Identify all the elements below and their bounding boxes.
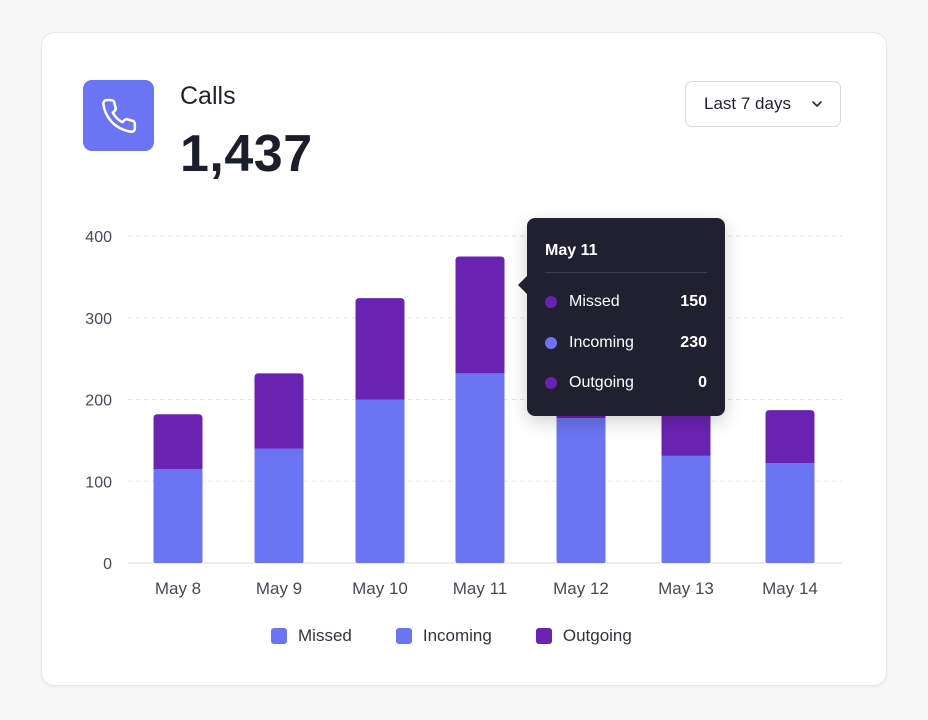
x-tick-label: May 13 (658, 579, 714, 598)
y-tick-label: 300 (85, 311, 112, 328)
x-tick-label: May 12 (553, 579, 609, 598)
legend-swatch-incoming (395, 628, 412, 644)
chevron-down-icon (812, 101, 822, 107)
tooltip-row-missed: Missed 150 (545, 293, 707, 311)
y-tick-label: 400 (85, 229, 112, 246)
phone-icon (101, 98, 136, 133)
bar-incoming (455, 373, 505, 563)
y-tick-label: 0 (103, 556, 112, 573)
chart-tooltip: May 11 Missed 150 Incoming 230 Outgoing … (518, 218, 725, 416)
legend-item-outgoing[interactable]: Outgoing (535, 626, 632, 646)
date-range-label: Last 7 days (704, 94, 791, 113)
bar-incoming (556, 418, 606, 563)
legend-label-missed: Missed (298, 626, 352, 645)
tooltip-dot-outgoing (545, 377, 557, 389)
tooltip-value-outgoing: 0 (698, 374, 707, 391)
legend-label-incoming: Incoming (422, 626, 492, 645)
y-tick-label: 200 (85, 393, 112, 410)
legend-label-outgoing: Outgoing (562, 626, 632, 645)
tooltip-dot-missed (545, 296, 557, 308)
x-tick-label: May 14 (762, 579, 818, 598)
tooltip-label-missed: Missed (569, 293, 620, 310)
card-title: Calls (180, 82, 236, 110)
x-tick-label: May 8 (155, 579, 201, 598)
bar-incoming (661, 455, 711, 563)
bar-outgoing (153, 414, 203, 469)
tooltip-label-outgoing: Outgoing (569, 374, 634, 391)
bar-outgoing (355, 298, 405, 400)
chart-legend: Missed Incoming Outgoing (271, 626, 632, 646)
x-tick-label: May 9 (256, 579, 302, 598)
date-range-dropdown[interactable]: Last 7 days (685, 81, 841, 127)
tooltip-dot-incoming (545, 337, 557, 349)
bar-incoming (355, 399, 405, 563)
bar-incoming (153, 468, 203, 563)
legend-item-missed[interactable]: Missed (271, 626, 352, 646)
tooltip-divider (545, 272, 707, 273)
legend-swatch-missed (271, 628, 287, 644)
x-tick-label: May 11 (453, 579, 508, 598)
tooltip-row-incoming: Incoming 230 (545, 334, 707, 352)
tooltip-value-missed: 150 (680, 293, 707, 310)
tooltip-row-outgoing: Outgoing 0 (545, 374, 707, 392)
bar-outgoing (765, 410, 815, 464)
calls-icon-tile (83, 80, 154, 151)
bar-outgoing (254, 373, 304, 449)
y-tick-label: 100 (85, 474, 112, 491)
legend-swatch-outgoing (535, 628, 552, 644)
bar-incoming (765, 463, 815, 563)
tooltip-value-incoming: 230 (680, 334, 707, 351)
calls-total: 1,437 (180, 125, 313, 183)
tooltip-date: May 11 (545, 242, 598, 259)
bar-incoming (254, 448, 304, 563)
legend-item-incoming[interactable]: Incoming (395, 626, 492, 646)
tooltip-label-incoming: Incoming (569, 334, 634, 351)
bar-outgoing (455, 256, 505, 374)
x-tick-label: May 10 (352, 579, 408, 598)
